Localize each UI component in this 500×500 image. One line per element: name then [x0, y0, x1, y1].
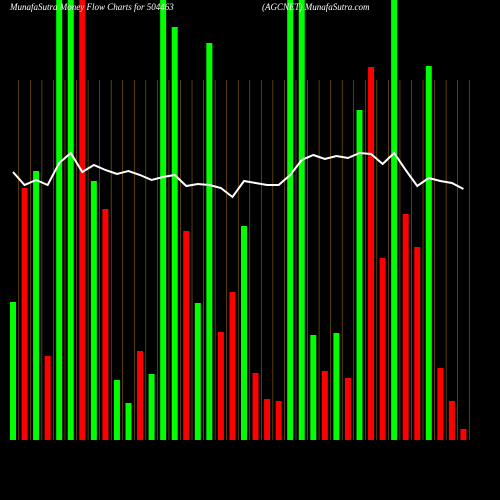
bar — [402, 214, 409, 440]
bar — [437, 368, 444, 440]
bar — [67, 0, 74, 440]
bar — [252, 373, 259, 440]
bar — [183, 231, 190, 440]
bar — [379, 258, 386, 440]
bar — [275, 401, 282, 440]
bar — [344, 378, 351, 440]
bar — [287, 0, 294, 440]
bar — [368, 67, 375, 440]
bar — [356, 110, 363, 440]
bar — [171, 27, 178, 440]
bar — [333, 333, 340, 440]
bar — [298, 0, 305, 440]
chart-title: MunafaSutra Money Flow Charts for 504463 — [9, 2, 174, 12]
bar — [125, 403, 132, 440]
bar — [90, 181, 97, 440]
bar — [160, 0, 167, 440]
bar — [217, 332, 224, 440]
bar — [102, 209, 109, 440]
bar — [10, 302, 16, 440]
money-flow-line — [12, 151, 464, 199]
bar — [321, 371, 328, 440]
bar — [206, 43, 213, 440]
bar — [21, 188, 28, 440]
bar — [448, 401, 455, 440]
bar — [460, 429, 467, 440]
bar — [56, 0, 63, 440]
bar — [194, 303, 201, 440]
bar — [44, 356, 51, 440]
bar — [391, 0, 398, 440]
bar — [425, 66, 432, 440]
bar — [79, 0, 86, 440]
bar — [310, 335, 317, 440]
bar — [33, 171, 40, 440]
chart-subtitle: (AGCNET) MunafaSutra.com — [262, 2, 370, 12]
bar — [241, 226, 247, 440]
bar — [137, 351, 144, 440]
bar — [229, 292, 236, 440]
bar — [414, 247, 421, 440]
bar — [113, 380, 120, 440]
bar — [264, 399, 271, 440]
bar — [148, 374, 155, 440]
